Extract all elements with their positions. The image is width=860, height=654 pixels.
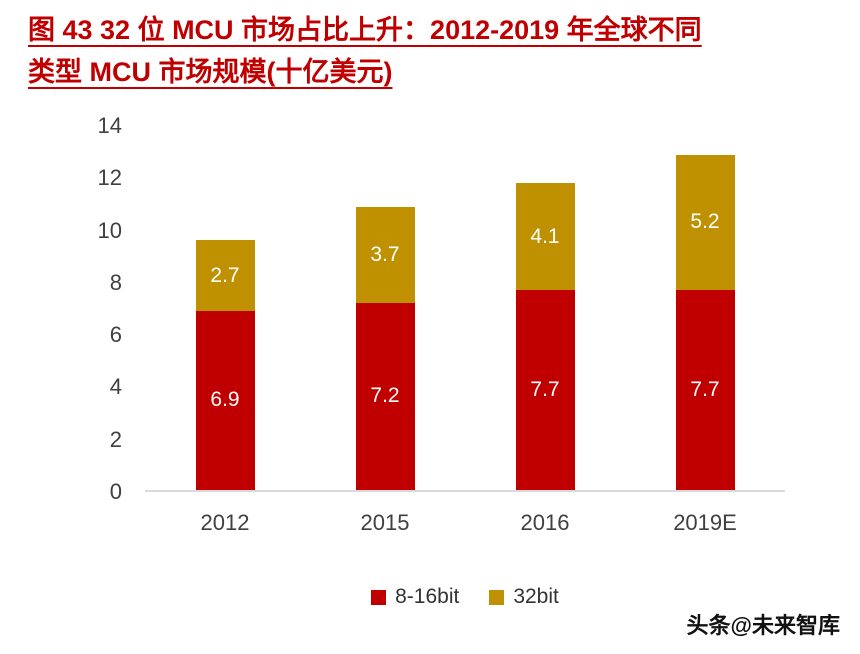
figure-title: 图 43 32 位 MCU 市场占比上升：2012-2019 年全球不同 类型 … (28, 10, 838, 94)
bar-segment-32bit: 3.7 (355, 206, 415, 303)
legend-label: 32bit (513, 585, 559, 608)
y-axis-tick-label: 2 (109, 426, 122, 452)
data-label: 4.1 (530, 224, 560, 248)
bar-group-2012: 6.9 2.7 (145, 126, 305, 490)
x-axis-label: 2019E (673, 510, 737, 535)
x-axis-label: 2012 (200, 510, 250, 535)
x-axis-label: 2015 (360, 510, 410, 535)
y-axis-tick-label: 8 (109, 269, 122, 295)
bar-group-2015: 7.2 3.7 (305, 126, 465, 490)
data-label: 2.7 (210, 263, 240, 287)
legend-swatch (371, 589, 387, 605)
legend-swatch (489, 589, 505, 605)
stacked-bar-2015: 7.2 3.7 (355, 126, 415, 490)
bar-group-2019E: 7.7 5.2 (625, 126, 785, 490)
data-label: 6.9 (210, 388, 240, 412)
y-axis: 0 2 4 6 8 10 12 14 (78, 113, 130, 504)
bar-segment-32bit: 2.7 (195, 240, 255, 311)
x-axis: 2012 2015 2016 2019E (145, 510, 785, 536)
stacked-bar-2012: 6.9 2.7 (195, 126, 255, 490)
y-axis-tick-label: 4 (109, 374, 122, 400)
legend-label: 8-16bit (395, 585, 460, 608)
x-axis-label: 2016 (520, 510, 570, 535)
bar-segment-8-16bit: 7.7 (515, 289, 575, 490)
bars: 6.9 2.7 7.2 3.7 7.7 4.1 7.7 5.2 (145, 126, 785, 490)
data-label: 7.7 (690, 377, 720, 401)
y-axis-tick-label: 10 (97, 217, 122, 243)
bar-segment-8-16bit: 6.9 (195, 310, 255, 490)
bar-segment-32bit: 4.1 (515, 183, 575, 290)
legend-item-8-16bit: 8-16bit (371, 585, 459, 609)
data-label: 3.7 (370, 242, 400, 266)
y-axis-tick-label: 14 (97, 113, 122, 138)
data-label: 7.7 (530, 377, 560, 401)
figure-title-line2: 类型 MCU 市场规模(十亿美元) (28, 56, 393, 87)
legend: 8-16bit 32bit (145, 585, 785, 609)
bar-segment-32bit: 5.2 (675, 154, 735, 290)
data-label: 5.2 (690, 210, 720, 234)
bar-segment-8-16bit: 7.7 (675, 289, 735, 490)
y-axis-tick-label: 0 (109, 479, 122, 504)
plot-area: 6.9 2.7 7.2 3.7 7.7 4.1 7.7 5.2 (145, 126, 785, 492)
watermark: 头条@未来智库 (686, 613, 840, 638)
stacked-bar-2016: 7.7 4.1 (515, 126, 575, 490)
data-label: 7.2 (370, 384, 400, 408)
bar-group-2016: 7.7 4.1 (465, 126, 625, 490)
legend-item-32bit: 32bit (489, 585, 559, 609)
stacked-bar-2019E: 7.7 5.2 (675, 126, 735, 490)
y-axis-tick-label: 12 (97, 165, 122, 191)
figure-title-line1: 图 43 32 位 MCU 市场占比上升：2012-2019 年全球不同 (28, 15, 702, 45)
y-axis-tick-label: 6 (109, 322, 122, 348)
bar-segment-8-16bit: 7.2 (355, 302, 415, 490)
